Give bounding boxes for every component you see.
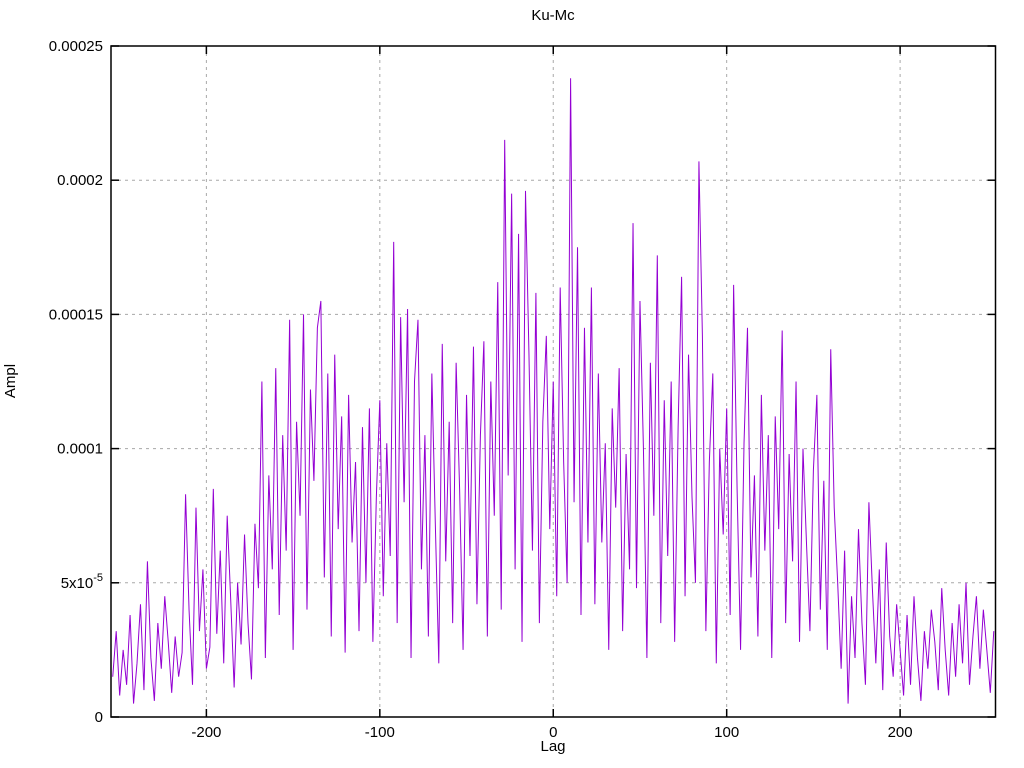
x-tick-label: -100 <box>365 724 395 741</box>
x-tick-label: 100 <box>714 724 739 741</box>
x-tick-label: 0 <box>549 724 557 741</box>
x-axis-label: Lag <box>540 738 565 755</box>
y-tick-label: 0.00025 <box>49 38 103 55</box>
y-axis-label: Ampl <box>2 364 19 398</box>
y-tick-label: 0.0002 <box>57 172 103 189</box>
y-axis-tick-labels: 0 5x10-5 0.0001 0.00015 0.0002 0.00025 <box>49 38 103 726</box>
plot-border <box>110 45 997 718</box>
gridlines <box>111 46 996 717</box>
chart-title: Ku-Mc <box>531 7 575 24</box>
x-tick-label: -200 <box>191 724 221 741</box>
y-tick-label: 0.0001 <box>57 441 103 458</box>
y-tick-label: 5x10-5 <box>61 572 103 592</box>
y-tick-label: 0 <box>95 709 103 726</box>
y-tick-label: 0.00015 <box>49 306 103 323</box>
data-line-ku-mc <box>112 78 995 704</box>
x-tick-label: 200 <box>888 724 913 741</box>
x-axis-tick-labels: -200 -100 0 100 200 <box>191 724 912 741</box>
